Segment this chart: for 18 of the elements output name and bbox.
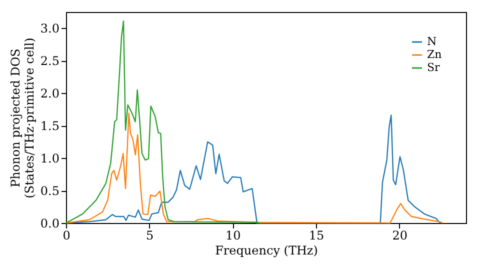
y-tick-label: 2.0 xyxy=(40,86,60,101)
x-tick-label: 20 xyxy=(392,228,408,242)
y-tick-label: 1.5 xyxy=(40,119,60,134)
x-axis-title: Frequency (THz) xyxy=(215,244,318,258)
y-tick-label: 3.0 xyxy=(40,22,60,36)
legend-label: Sr xyxy=(427,61,441,74)
legend-label: Zn xyxy=(427,48,442,61)
y-tick-label: 2.5 xyxy=(40,54,60,68)
y-tick-label: 0.5 xyxy=(40,184,60,198)
y-tick-label: 1.0 xyxy=(40,152,60,166)
x-tick-label: 10 xyxy=(226,228,241,242)
x-tick-label: 15 xyxy=(308,228,324,242)
legend-label: N xyxy=(427,35,437,48)
y-axis-title: Phonon projected DOS (States/THz·primitive cell) xyxy=(8,38,36,198)
y-tick-label: 0.0 xyxy=(40,216,60,230)
x-tick-label: 0 xyxy=(62,228,70,242)
x-tick-label: 5 xyxy=(146,228,154,242)
line-series xyxy=(65,20,260,224)
